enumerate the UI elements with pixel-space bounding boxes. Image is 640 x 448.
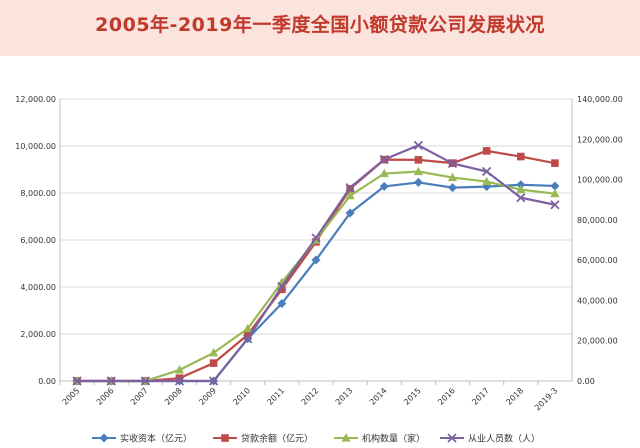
data-point	[311, 255, 321, 265]
series-line	[77, 181, 555, 383]
data-point	[140, 376, 150, 386]
data-point	[209, 359, 218, 367]
data-point	[482, 166, 492, 177]
legend-item: 从业人员数（人）	[440, 433, 540, 445]
data-point	[550, 188, 560, 198]
data-point	[277, 281, 287, 291]
left-tick-label: 2,000.00	[20, 330, 56, 339]
x-tick-label: 2018	[504, 386, 525, 407]
data-point	[482, 147, 491, 155]
x-tick-label: 2006	[95, 386, 116, 407]
x-axis-ticks: 2005 2006 2007 2008 2009 2010 2011 2012 2013 2014…	[59, 381, 559, 412]
data-point	[99, 433, 109, 443]
data-point	[517, 152, 525, 161]
data-point	[345, 208, 355, 218]
right-tick-label: 120,000.00	[577, 135, 623, 144]
legend-item: 贷款余额（亿元）	[213, 433, 313, 445]
data-point	[379, 168, 389, 178]
data-point	[209, 348, 219, 357]
left-tick-label: 6,000.00	[20, 236, 56, 245]
right-tick-label: 0.00	[577, 377, 595, 386]
data-point	[379, 181, 389, 191]
data-point	[106, 376, 116, 386]
right-tick-label: 40,000.00	[577, 296, 618, 305]
data-point	[311, 233, 321, 243]
x-tick-label: 2013	[334, 386, 355, 407]
data-point	[516, 193, 526, 203]
data-point	[448, 183, 458, 193]
data-point	[174, 365, 185, 374]
right-tick-label: 60,000.00	[577, 256, 618, 265]
left-tick-label: 0.00	[38, 377, 56, 386]
data-point	[221, 434, 229, 442]
data-point	[447, 433, 457, 443]
left-tick-label: 10,000.00	[15, 142, 56, 151]
data-point	[243, 323, 253, 333]
x-tick-label: 2005	[61, 386, 82, 407]
title-banner	[0, 0, 640, 56]
legend-item: 实收资本（亿元）	[92, 433, 192, 445]
data-point	[482, 176, 492, 186]
data-point	[174, 376, 185, 386]
data-point	[243, 334, 253, 344]
data-point	[345, 190, 355, 200]
right-tick-label: 140,000.00	[577, 95, 623, 104]
data-point	[175, 374, 184, 382]
series-1	[72, 177, 560, 386]
left-axis-ticks: 0.00 2,000.00 4,000.00 6,000.00 8,000.00 10,0…	[15, 95, 56, 386]
series-4	[72, 140, 560, 386]
data-point	[345, 182, 355, 193]
right-tick-label: 100,000.00	[577, 176, 623, 185]
x-tick-label: 2010	[231, 386, 252, 407]
x-tick-label: 2009	[197, 386, 218, 407]
x-tick-label: 2019-3	[533, 386, 559, 412]
data-point	[341, 433, 351, 442]
x-tick-label: 2007	[129, 386, 150, 407]
data-point	[550, 200, 560, 210]
data-point	[208, 376, 219, 386]
data-point	[447, 172, 458, 182]
data-point	[447, 158, 458, 169]
data-point	[243, 330, 252, 339]
x-tick-label: 2008	[163, 386, 184, 407]
right-axis-ticks: 0.00 20,000.00 40,000.00 60,000.00 80,000.00…	[577, 95, 623, 386]
series-line	[77, 149, 556, 383]
legend-item: 机构数量（家）	[334, 433, 425, 445]
x-tick-label: 2011	[266, 386, 287, 407]
left-tick-label: 4,000.00	[20, 283, 56, 292]
left-tick-label: 8,000.00	[20, 189, 56, 198]
x-tick-label: 2014	[368, 386, 389, 407]
x-tick-label: 2017	[470, 386, 491, 407]
data-point	[413, 177, 423, 187]
series-line	[77, 170, 556, 383]
data-point	[551, 159, 559, 167]
series-3	[72, 166, 560, 385]
data-point	[413, 140, 424, 150]
x-tick-label: 2016	[436, 386, 457, 407]
right-tick-label: 80,000.00	[577, 216, 618, 225]
data-point	[413, 166, 423, 176]
data-point	[516, 180, 526, 190]
data-point	[414, 156, 423, 164]
x-tick-label: 2012	[300, 386, 321, 407]
right-tick-label: 20,000.00	[577, 337, 618, 346]
data-point	[379, 154, 389, 165]
legend-label: 实收资本（亿元）	[120, 433, 192, 445]
left-tick-label: 12,000.00	[15, 95, 56, 104]
legend-label: 贷款余额（亿元）	[241, 433, 313, 445]
legend-label: 机构数量（家）	[362, 433, 425, 445]
data-point	[277, 298, 287, 308]
data-point	[72, 376, 82, 386]
series-group	[72, 140, 560, 386]
legend: 实收资本（亿元） 贷款余额（亿元） 机构数量（家） 从业人员数（人）	[92, 433, 540, 445]
data-point	[516, 184, 526, 194]
legend-label: 从业人员数（人）	[468, 433, 540, 445]
data-point	[278, 285, 286, 294]
x-tick-label: 2015	[402, 386, 423, 407]
chart-title: 2005年-2019年一季度全国小额贷款公司发展状况	[95, 14, 545, 36]
data-point	[550, 181, 560, 191]
